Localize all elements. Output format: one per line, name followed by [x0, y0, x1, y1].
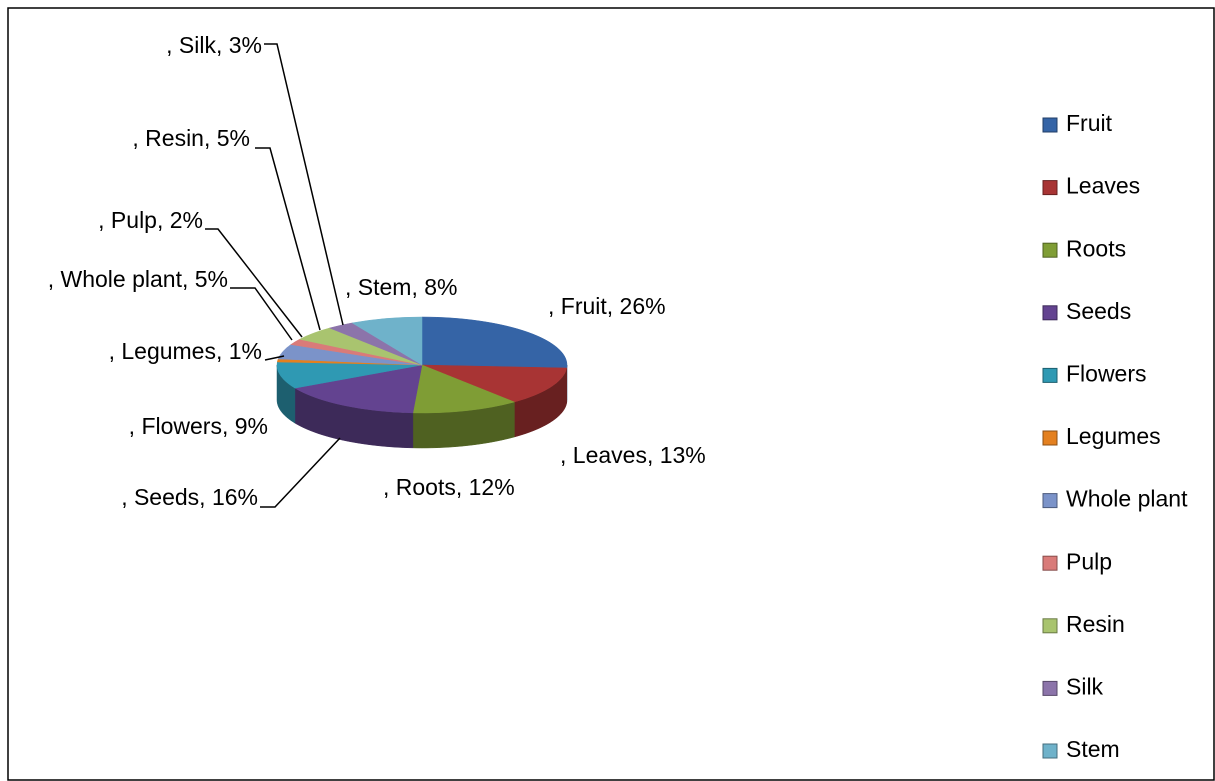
leader-line	[255, 147, 321, 331]
legend-swatch	[1042, 618, 1058, 634]
legend-label: Silk	[1066, 673, 1104, 699]
slice-top	[421, 364, 568, 403]
slice	[351, 316, 423, 366]
slice-top	[412, 364, 516, 414]
leader-line	[260, 437, 341, 508]
legend-label: Roots	[1066, 235, 1126, 261]
legend-swatch	[1042, 117, 1058, 133]
data-label: , Flowers, 9%	[129, 413, 268, 439]
slice	[412, 364, 516, 449]
legend-label: Pulp	[1066, 548, 1112, 574]
legend-swatch	[1042, 555, 1058, 571]
legend-swatch	[1042, 680, 1058, 696]
legend-swatch	[1042, 180, 1058, 196]
data-label: , Stem, 8%	[345, 274, 457, 300]
data-label: , Resin, 5%	[132, 125, 250, 151]
data-label: , Leaves, 13%	[560, 442, 706, 468]
legend-swatch	[1042, 305, 1058, 321]
legend-label: Flowers	[1066, 360, 1147, 386]
leader-line	[264, 355, 285, 361]
chart-border	[7, 7, 1215, 781]
slice-top	[294, 364, 423, 414]
slice	[276, 361, 423, 424]
legend-label: Seeds	[1066, 298, 1131, 324]
legend-label: Leaves	[1066, 173, 1140, 199]
legend-swatch	[1042, 242, 1058, 258]
leader-line	[264, 43, 344, 326]
leader-line	[205, 228, 303, 338]
legend-swatch	[1042, 367, 1058, 383]
legend-swatch	[1042, 743, 1058, 759]
leader-line	[230, 287, 293, 341]
legend-label: Resin	[1066, 611, 1125, 637]
legend-label: Stem	[1066, 736, 1120, 762]
slice-top	[351, 316, 423, 366]
legend-label: Legumes	[1066, 423, 1161, 449]
slice-top	[421, 316, 568, 369]
data-label: , Pulp, 2%	[98, 207, 203, 233]
data-label: , Fruit, 26%	[548, 293, 666, 319]
slice	[421, 364, 568, 438]
data-label: , Seeds, 16%	[121, 484, 258, 510]
legend-swatch	[1042, 430, 1058, 446]
data-label: , Roots, 12%	[383, 474, 515, 500]
slice-top	[276, 361, 423, 389]
legend-swatch	[1042, 493, 1058, 509]
legend-label: Whole plant	[1066, 486, 1188, 512]
data-label: , Whole plant, 5%	[48, 266, 228, 292]
legend-label: Fruit	[1066, 110, 1113, 136]
data-label: , Silk, 3%	[166, 32, 262, 58]
data-label: , Legumes, 1%	[109, 338, 262, 364]
